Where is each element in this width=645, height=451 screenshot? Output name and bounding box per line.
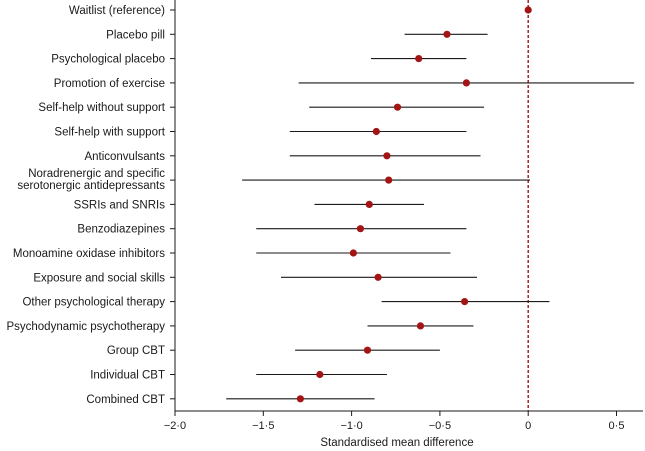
point-estimate bbox=[374, 273, 382, 281]
point-estimate bbox=[363, 346, 372, 354]
axes: −2·0 −1·5 −1·0 −0·5 0 0·5 Waitlist (reference)… bbox=[6, 0, 643, 432]
point-estimate bbox=[383, 152, 391, 160]
x-tick-label: −1·5 bbox=[252, 420, 274, 432]
x-tick-label: −0·5 bbox=[429, 420, 451, 432]
plot-marks bbox=[226, 0, 635, 411]
category-label: Monoamine oxidase inhibitors bbox=[13, 248, 165, 260]
category-label: Individual CBT bbox=[90, 370, 165, 382]
category-label: Combined CBT bbox=[86, 394, 165, 406]
point-estimate bbox=[372, 127, 380, 136]
category-label-line: Noradrenergic and specific bbox=[28, 168, 165, 180]
x-tick-label: −1·0 bbox=[340, 420, 362, 432]
point-estimate bbox=[349, 249, 357, 257]
point-estimate bbox=[296, 395, 304, 403]
category-label: Psychological placebo bbox=[51, 54, 165, 66]
category-label: Anticonvulsants bbox=[84, 151, 165, 163]
category-label: Noradrenergic and specific serotonergic a… bbox=[17, 168, 165, 192]
category-label: Placebo pill bbox=[106, 29, 165, 41]
x-tick-label: 0·5 bbox=[609, 420, 625, 432]
category-label: Group CBT bbox=[107, 345, 165, 357]
point-estimate bbox=[462, 79, 470, 87]
category-label: Psychodynamic psychotherapy bbox=[6, 321, 165, 333]
point-estimate bbox=[356, 225, 365, 233]
point-estimate bbox=[393, 103, 402, 111]
x-tick-label: −2·0 bbox=[164, 420, 186, 432]
category-label: Other psychological therapy bbox=[22, 297, 165, 309]
category-label: Self-help without support bbox=[38, 102, 165, 114]
point-estimate bbox=[365, 200, 373, 208]
category-label: Promotion of exercise bbox=[54, 78, 165, 90]
point-estimate bbox=[415, 55, 423, 63]
x-tick-label: 0 bbox=[525, 420, 531, 432]
category-label: Exposure and social skills bbox=[33, 272, 165, 284]
point-estimate bbox=[416, 322, 425, 330]
category-label-line: serotonergic antidepressants bbox=[17, 180, 165, 192]
point-estimate bbox=[461, 298, 469, 306]
category-label: Benzodiazepines bbox=[77, 224, 165, 236]
point-estimate bbox=[443, 30, 451, 38]
category-label: SSRIs and SNRIs bbox=[74, 199, 166, 211]
x-axis-title: Standardised mean difference bbox=[320, 437, 473, 449]
point-estimate bbox=[385, 176, 393, 184]
point-estimate bbox=[316, 370, 324, 379]
category-label: Self-help with support bbox=[54, 127, 165, 139]
category-label: Waitlist (reference) bbox=[69, 5, 165, 17]
point-estimate bbox=[524, 6, 532, 14]
